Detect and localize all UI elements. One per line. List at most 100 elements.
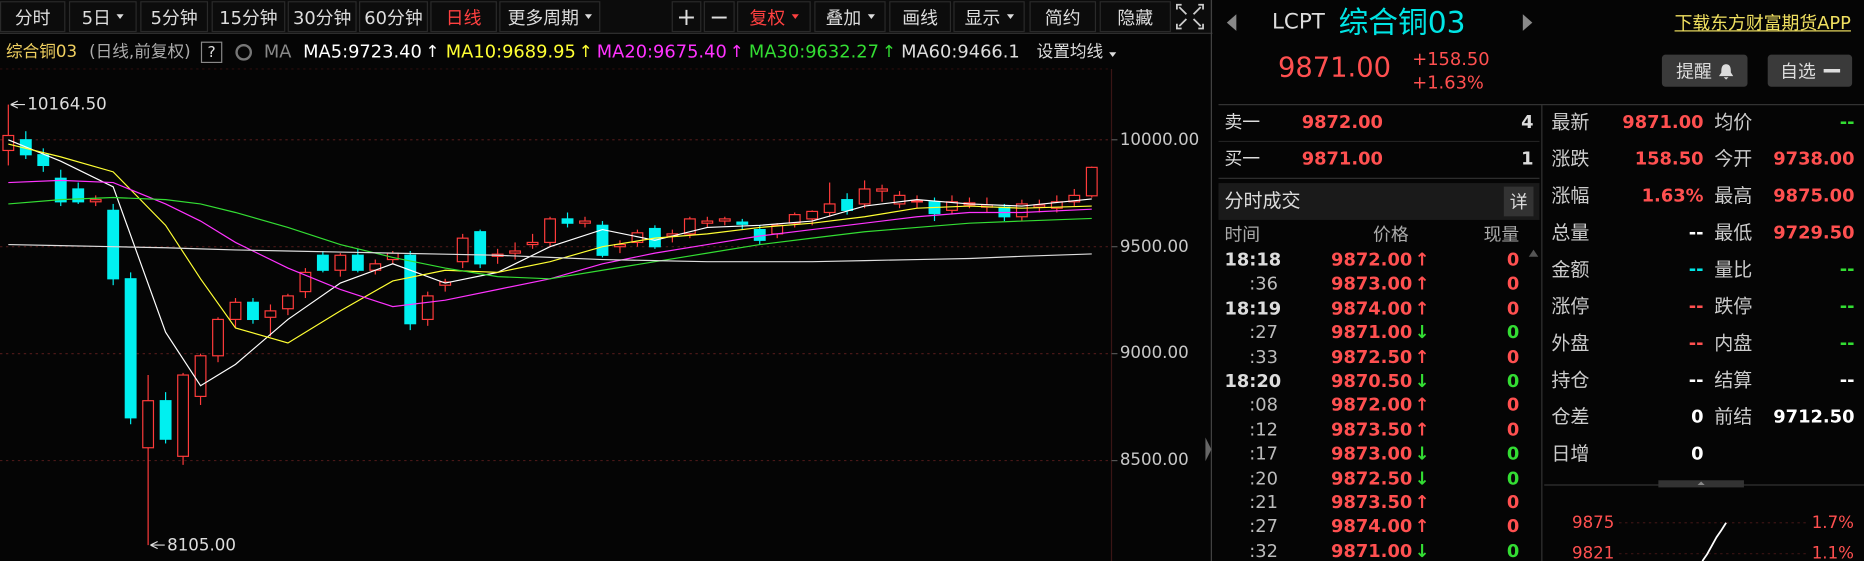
candle-body — [1068, 194, 1081, 203]
trade-direction: ↑ — [1414, 297, 1430, 319]
stat-label: 最新 — [1551, 110, 1590, 134]
candle-body — [247, 301, 259, 321]
watch-button[interactable]: 自选 — [1767, 54, 1853, 87]
stat-value: -- — [1688, 369, 1704, 391]
candle-body — [264, 310, 277, 318]
stat-value: -- — [1688, 295, 1704, 317]
column-header: 时间 — [1224, 224, 1261, 246]
stat-value: 9729.50 — [1773, 221, 1855, 244]
candle-body — [561, 218, 574, 224]
ma-settings[interactable]: 设置均线 — [1037, 44, 1117, 61]
collapse-handle[interactable] — [1205, 437, 1212, 462]
trade-volume: 0 — [1506, 467, 1520, 489]
help-button[interactable]: ? — [200, 41, 223, 64]
trade-direction: ↓ — [1414, 370, 1430, 392]
column-header: 现量 — [1483, 224, 1520, 246]
trade-volume: 0 — [1506, 418, 1520, 441]
tool-button[interactable]: 隐藏 — [1099, 1, 1171, 33]
candle-body — [1085, 166, 1098, 197]
trade-volume: 0 — [1506, 321, 1520, 344]
stat-label: 总量 — [1551, 221, 1590, 244]
trade-volume: 0 — [1506, 515, 1520, 538]
book-label: 买一 — [1224, 148, 1261, 170]
period-button[interactable]: 5日 — [68, 1, 137, 33]
candle-body — [596, 224, 609, 256]
ma-line — [8, 143, 1092, 344]
panel-tab[interactable] — [1658, 480, 1744, 488]
candle-body — [876, 188, 889, 192]
expand-icon[interactable] — [1176, 3, 1204, 30]
next-arrow[interactable] — [1522, 14, 1533, 31]
trade-price: 9874.00 — [1331, 297, 1413, 319]
candle-body — [334, 254, 347, 271]
ma-label: MA — [263, 41, 292, 63]
tool-button[interactable]: − — [703, 1, 735, 33]
mini-y-label: 9875 — [1571, 513, 1615, 533]
trade-direction: ↓ — [1414, 321, 1430, 344]
trades-title: 分时成交 — [1224, 189, 1301, 212]
tool-button[interactable]: 显示 — [953, 1, 1025, 33]
trade-time: 18:19 — [1224, 297, 1282, 319]
app-link[interactable]: 下载东方财富期货APP — [1674, 12, 1851, 34]
kline-chart — [0, 0, 1213, 561]
stat-label: 涨跌 — [1551, 147, 1590, 170]
candle-body — [37, 154, 50, 167]
trade-direction: ↑ — [1414, 273, 1430, 295]
period-button[interactable]: 60分钟 — [359, 1, 428, 33]
period-button[interactable]: 日线 — [430, 1, 497, 33]
period-button[interactable]: 15分钟 — [211, 1, 286, 33]
prev-arrow[interactable] — [1226, 14, 1237, 31]
candle-body — [701, 220, 714, 224]
trade-time: 18:18 — [1224, 249, 1282, 271]
candle-body — [229, 301, 242, 321]
bell-icon — [1718, 63, 1734, 80]
stat-label: 均价 — [1714, 110, 1753, 134]
stat-value: -- — [1688, 221, 1704, 244]
settings-gear[interactable] — [235, 43, 253, 61]
trade-direction: ↑ — [1414, 249, 1430, 271]
candle-body — [544, 218, 556, 244]
candle-body — [177, 374, 190, 457]
candle-body — [806, 210, 819, 220]
stat-label: 仓差 — [1551, 405, 1590, 428]
period-button[interactable]: 30分钟 — [287, 1, 357, 33]
candle-body — [736, 221, 749, 225]
book-volume: 1 — [1521, 148, 1534, 170]
stat-label: 外盘 — [1551, 331, 1590, 355]
trade-time: :33 — [1249, 346, 1278, 368]
stat-value: 0 — [1691, 442, 1704, 465]
period-button[interactable]: 5分钟 — [140, 1, 209, 33]
stat-value: 1.63% — [1641, 184, 1704, 207]
period-button[interactable]: 分时 — [0, 1, 66, 33]
candle-body — [351, 254, 364, 271]
book-price: 9871.00 — [1301, 148, 1383, 170]
trade-price: 9872.50 — [1331, 346, 1413, 368]
stat-label: 结算 — [1714, 368, 1753, 392]
trade-volume: 0 — [1506, 443, 1520, 465]
period-button[interactable]: 更多周期 — [499, 1, 601, 33]
tool-button[interactable]: + — [671, 1, 702, 33]
ma-line — [8, 139, 1092, 387]
trade-volume: 0 — [1506, 273, 1520, 295]
trade-volume: 0 — [1506, 394, 1520, 416]
candle-body — [299, 271, 312, 293]
alert-button[interactable]: 提醒 — [1661, 54, 1748, 87]
stat-value: 158.50 — [1634, 148, 1704, 170]
trade-direction: ↑ — [1414, 394, 1430, 416]
stat-value: -- — [1839, 332, 1855, 354]
candle-body — [456, 237, 469, 263]
y-tick-label: 10000.00 — [1119, 130, 1200, 150]
tool-button[interactable]: 画线 — [889, 1, 952, 33]
stat-value: 9712.50 — [1773, 405, 1855, 428]
detail-button[interactable]: 详 — [1503, 186, 1534, 217]
trade-time: :08 — [1249, 394, 1278, 416]
stat-label: 涨停 — [1551, 294, 1590, 318]
scroll-arrow[interactable] — [1528, 249, 1539, 257]
tool-button[interactable]: 简约 — [1029, 1, 1097, 33]
legend-entry: MA10:9689.95 — [445, 41, 576, 63]
stat-label: 金额 — [1551, 257, 1590, 281]
candle-body — [683, 218, 696, 235]
tool-button[interactable]: 复权 — [737, 1, 811, 33]
tool-button[interactable]: 叠加 — [814, 1, 886, 33]
